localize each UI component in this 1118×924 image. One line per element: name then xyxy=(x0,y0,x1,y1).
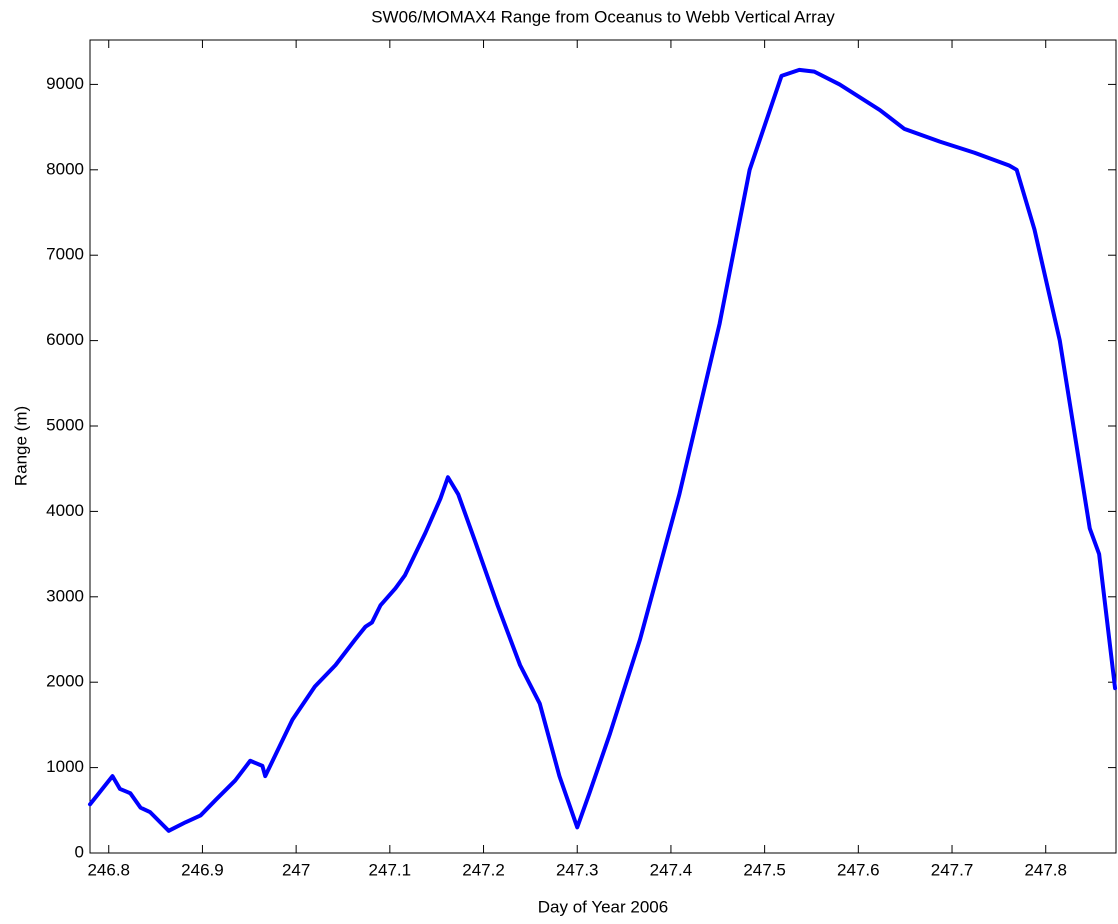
y-tick-label: 3000 xyxy=(46,586,84,605)
x-axis-label: Day of Year 2006 xyxy=(538,897,668,916)
y-tick-label: 1000 xyxy=(46,757,84,776)
x-tick-label: 247 xyxy=(282,860,310,879)
x-tick-label: 247.8 xyxy=(1024,860,1067,879)
y-tick-label: 0 xyxy=(75,842,84,861)
x-tick-label: 247.4 xyxy=(650,860,693,879)
plot-frame xyxy=(89,39,1117,854)
y-tick-label: 5000 xyxy=(46,415,84,434)
y-tick-label: 8000 xyxy=(46,159,84,178)
y-tick-label: 2000 xyxy=(46,672,84,691)
x-tick-label: 247.3 xyxy=(556,860,599,879)
x-tick-label: 247.2 xyxy=(462,860,505,879)
y-axis-label: Range (m) xyxy=(11,406,30,486)
y-tick-label: 4000 xyxy=(46,501,84,520)
y-tick-label: 6000 xyxy=(46,330,84,349)
x-tick-label: 246.8 xyxy=(87,860,130,879)
x-tick-label: 247.6 xyxy=(837,860,880,879)
x-tick-label: 247.1 xyxy=(369,860,412,879)
x-tick-label: 247.7 xyxy=(931,860,974,879)
x-tick-label: 246.9 xyxy=(181,860,224,879)
y-tick-label: 9000 xyxy=(46,74,84,93)
chart-title: SW06/MOMAX4 Range from Oceanus to Webb V… xyxy=(371,7,835,26)
y-tick-label: 7000 xyxy=(46,245,84,264)
data-line xyxy=(88,67,1118,833)
x-tick-label: 247.5 xyxy=(743,860,786,879)
